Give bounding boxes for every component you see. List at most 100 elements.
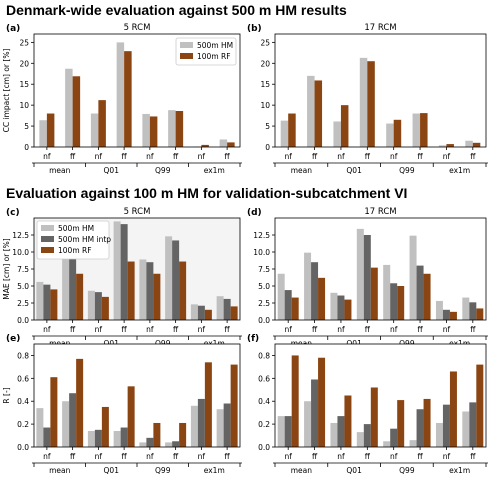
section-title-bottom: Evaluation against 100 m HM for validati…: [6, 185, 408, 201]
x-tick-label: nf: [95, 152, 103, 161]
bar: [168, 110, 176, 147]
bar: [314, 80, 323, 147]
bar: [139, 259, 147, 320]
legend-swatch: [180, 42, 193, 48]
panel-e: 0.0 0.2 0.4 0.6 0.8 nf ff nf ff nf ff nf ff mean Q01 Q9…: [2, 334, 242, 475]
x-tick-label: nf: [146, 152, 154, 161]
bar: [344, 299, 352, 320]
x-tick-label: nf: [337, 452, 345, 461]
y-tick-label: 15: [260, 80, 270, 89]
y-tick-label: 0: [265, 143, 270, 152]
legend-swatch: [41, 236, 54, 242]
bar: [101, 406, 109, 447]
bar: [43, 427, 51, 447]
y-tick-label: 0.4: [17, 397, 29, 406]
bar: [291, 355, 299, 447]
x-tick-label: nf: [198, 452, 206, 461]
bar: [423, 398, 431, 447]
bar: [149, 116, 158, 147]
panel-a: 0 5 10 15 20 25 nf ff nf ff nf ff nf ff mean Q01 Q99 ex1m…: [2, 23, 242, 175]
y-tick-label: 0: [24, 143, 29, 152]
legend-swatch: [41, 247, 54, 253]
x-tick-label: nf: [43, 452, 51, 461]
axes-frame: [33, 217, 241, 321]
bar: [288, 113, 296, 147]
x-tick-label: nf: [284, 152, 292, 161]
x-tick-label: ff: [70, 152, 76, 161]
y-tick-label: 7.5: [17, 265, 29, 274]
legend-label: 100m RF: [58, 246, 92, 255]
x-tick-label: ff: [312, 452, 318, 461]
x-tick-label: nf: [43, 152, 51, 161]
bar: [462, 411, 470, 447]
group-label: Q01: [104, 339, 120, 348]
x-tick-label: nf: [43, 325, 51, 334]
bar: [307, 75, 315, 147]
bar: [277, 273, 285, 320]
group-label: ex1m: [204, 166, 225, 175]
bar: [465, 140, 473, 147]
legend-label: 500m HM: [58, 224, 94, 233]
bar: [124, 51, 132, 147]
bar: [423, 273, 431, 320]
x-tick-label: nf: [443, 152, 451, 161]
x-tick-label: ff: [312, 152, 318, 161]
bar: [476, 308, 484, 320]
y-tick-label: 20: [260, 59, 270, 68]
bar: [420, 113, 428, 147]
group-label: Q99: [155, 339, 171, 348]
bar: [476, 364, 484, 447]
legend-label: 100m RF: [197, 52, 231, 61]
bar: [416, 409, 424, 447]
panel-b: 0 5 10 15 20 25 nf ff nf ff nf ff nf ff mean Q01 Q99 ex1m…: [247, 23, 488, 175]
bar: [469, 302, 477, 320]
bar: [311, 262, 319, 320]
bar: [363, 424, 371, 447]
group-label: Q01: [346, 166, 362, 175]
y-tick-label: 5: [265, 122, 270, 131]
bar: [227, 142, 235, 147]
bar: [153, 273, 161, 320]
group-label: mean: [49, 166, 71, 175]
x-tick-label: ff: [470, 152, 476, 161]
y-tick-label: 2.5: [17, 299, 29, 308]
panel-label: (c): [6, 208, 20, 218]
bar: [165, 442, 173, 447]
bar: [438, 145, 447, 147]
x-tick-label: ff: [417, 452, 423, 461]
bar: [409, 440, 417, 447]
bar: [337, 416, 345, 447]
panel-label: (e): [6, 334, 20, 344]
bar: [179, 422, 187, 447]
x-tick-label: ff: [225, 452, 231, 461]
bar: [36, 408, 44, 447]
bar: [165, 236, 173, 320]
bar: [216, 296, 224, 320]
bar: [435, 300, 443, 320]
bar: [172, 441, 180, 447]
x-tick-label: ff: [122, 152, 128, 161]
x-tick-label: ff: [225, 325, 231, 334]
group-label: mean: [49, 466, 71, 475]
group-label: Q01: [104, 166, 120, 175]
y-tick-label: 12.5: [12, 231, 29, 240]
y-tick-label: 0.8: [17, 351, 29, 360]
axes-frame: [33, 343, 241, 448]
bar: [291, 297, 299, 320]
bar: [116, 42, 125, 148]
bar: [172, 240, 180, 320]
x-tick-label: nf: [390, 325, 398, 334]
panel-label: (f): [247, 334, 259, 344]
x-tick-label: nf: [443, 325, 451, 334]
x-tick-label: ff: [417, 152, 423, 161]
group-label: Q99: [155, 466, 171, 475]
bar: [50, 289, 58, 320]
y-axis-label: MAE [cm] or [%]: [2, 238, 11, 299]
plot-area: [275, 34, 486, 147]
bar: [113, 221, 121, 320]
bar: [204, 362, 212, 447]
bar: [139, 442, 147, 447]
section-title-top: Denmark-wide evaluation against 500 m HM…: [6, 2, 347, 18]
bar: [69, 393, 77, 447]
